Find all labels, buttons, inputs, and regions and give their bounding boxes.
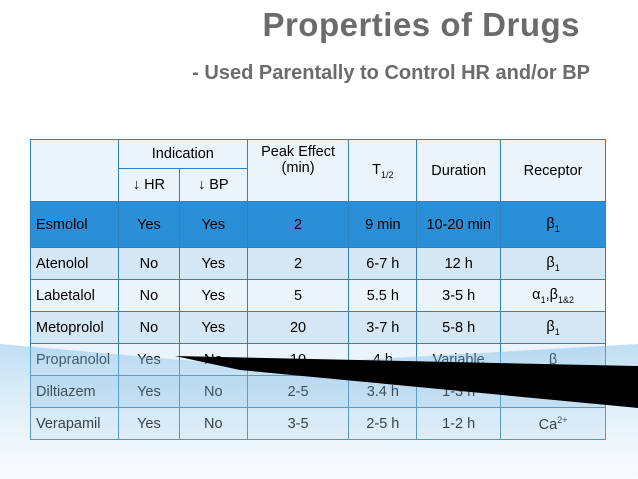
receptor-cell: Ca2+	[500, 375, 606, 408]
down-arrow-icon: ↓	[197, 177, 206, 193]
header-bp: ↓ BP	[178, 168, 248, 202]
thalf-cell: 2-5 h	[348, 407, 418, 440]
header-bp-label: BP	[209, 177, 229, 193]
bp-cell: No	[178, 343, 248, 376]
peak-cell: 10	[246, 343, 350, 376]
thalf-cell: 5.5 h	[348, 279, 418, 312]
header-peak-effect: Peak Effect (min)	[246, 139, 350, 202]
table-row: Diltiazem Yes No 2-5 3.4 h 1-3 h Ca2+	[30, 375, 606, 408]
receptor-mid: ,β	[545, 286, 558, 303]
peak-cell: 2	[246, 201, 350, 248]
thalf-cell: 3.4 h	[348, 375, 418, 408]
receptor-sup: 2+	[557, 382, 568, 393]
peak-cell: 20	[246, 311, 350, 344]
drug-name: Propranolol	[30, 343, 119, 376]
down-arrow-icon: ↓	[132, 177, 141, 193]
thalf-cell: 9 min	[348, 201, 418, 248]
peak-cell: 2-5	[246, 375, 350, 408]
bp-cell: Yes	[178, 247, 248, 280]
table-row: Propranolol Yes No 10 4 h Variable β	[30, 343, 606, 376]
duration-cell: 1-3 h	[416, 375, 502, 408]
header-duration: Duration	[416, 139, 502, 202]
receptor-sub2: 1&2	[557, 294, 574, 305]
drug-name: Metoprolol	[30, 311, 119, 344]
receptor-sub: 1	[554, 326, 560, 337]
duration-cell: 5-8 h	[416, 311, 502, 344]
drug-name: Diltiazem	[30, 375, 119, 408]
receptor-cell: β1	[500, 201, 606, 248]
drug-name: Labetalol	[30, 279, 119, 312]
slide-title: Properties of Drugs	[262, 6, 580, 43]
receptor-base: β	[546, 318, 555, 335]
bp-cell: Yes	[178, 201, 248, 248]
header-hr-label: HR	[144, 177, 166, 193]
table-row: Metoprolol No Yes 20 3-7 h 5-8 h β1	[30, 311, 606, 344]
receptor-cell: Ca2+	[500, 407, 606, 440]
header-indication: Indication	[117, 139, 248, 169]
duration-cell: Variable	[416, 343, 502, 376]
receptor-cell: β1	[500, 247, 606, 280]
bp-cell: No	[178, 407, 248, 440]
peak-cell: 5	[246, 279, 350, 312]
header-receptor: Receptor	[500, 139, 606, 202]
receptor-cell: α1,β1&2	[500, 279, 606, 312]
header-hr: ↓ HR	[117, 168, 180, 202]
bp-cell: No	[178, 375, 248, 408]
hr-cell: Yes	[117, 343, 180, 376]
thalf-cell: 6-7 h	[348, 247, 418, 280]
t-half-label: T	[372, 161, 381, 178]
hr-cell: No	[117, 279, 180, 312]
receptor-base: β	[546, 254, 555, 271]
header-subrow: ↓ HR ↓ BP	[31, 168, 606, 202]
drug-properties-table: Indication Peak Effect (min) T1/2 Durati…	[30, 139, 606, 440]
table-row: Esmolol Yes Yes 2 9 min 10-20 min β1	[30, 201, 606, 248]
t-half-sub: 1/2	[381, 169, 394, 180]
receptor-base: α	[532, 286, 541, 303]
header-peak-effect-label: Peak Effect (min)	[261, 144, 335, 176]
duration-cell: 12 h	[416, 247, 502, 280]
receptor-sup: 2+	[557, 414, 568, 425]
duration-cell: 1-2 h	[416, 407, 502, 440]
header-blank-cell	[30, 139, 119, 202]
peak-cell: 3-5	[246, 407, 350, 440]
receptor-base: Ca	[538, 416, 558, 433]
receptor-cell: β1	[500, 311, 606, 344]
hr-cell: Yes	[117, 201, 180, 248]
duration-cell: 10-20 min	[416, 201, 502, 248]
receptor-cell: β	[500, 343, 606, 376]
header-t-half: T1/2	[348, 139, 418, 202]
table-row: Labetalol No Yes 5 5.5 h 3-5 h α1,β1&2	[30, 279, 606, 312]
peak-cell: 2	[246, 247, 350, 280]
bp-cell: Yes	[178, 311, 248, 344]
drug-name: Esmolol	[30, 201, 119, 248]
bp-cell: Yes	[178, 279, 248, 312]
slide-subtitle: - Used Parentally to Control HR and/or B…	[192, 62, 590, 84]
hr-cell: Yes	[117, 375, 180, 408]
receptor-base: β	[546, 215, 555, 232]
thalf-cell: 4 h	[348, 343, 418, 376]
header-row: Indication Peak Effect (min) T1/2 Durati…	[30, 139, 606, 202]
hr-cell: No	[117, 311, 180, 344]
drug-name: Atenolol	[30, 247, 119, 280]
table-row: Atenolol No Yes 2 6-7 h 12 h β1	[30, 247, 606, 280]
thalf-cell: 3-7 h	[348, 311, 418, 344]
duration-cell: 3-5 h	[416, 279, 502, 312]
drug-name: Verapamil	[30, 407, 119, 440]
receptor-sub: 1	[540, 294, 546, 305]
receptor-base: β	[548, 351, 558, 368]
receptor-base: Ca	[538, 384, 558, 401]
table-row: Verapamil Yes No 3-5 2-5 h 1-2 h Ca2+	[30, 407, 606, 440]
hr-cell: Yes	[117, 407, 180, 440]
receptor-sub: 1	[554, 223, 560, 234]
hr-cell: No	[117, 247, 180, 280]
receptor-sub: 1	[554, 262, 560, 273]
